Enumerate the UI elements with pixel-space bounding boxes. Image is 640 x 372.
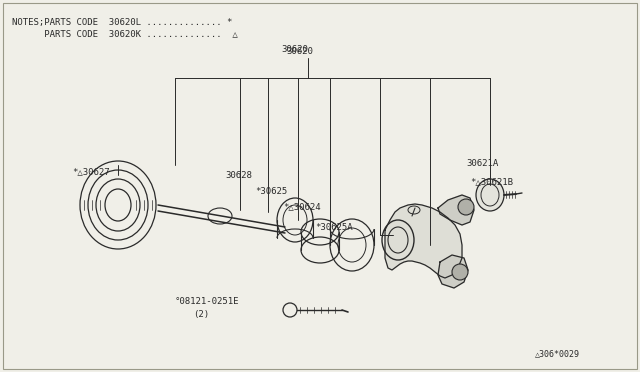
FancyBboxPatch shape <box>3 3 637 369</box>
Text: NOTES;PARTS CODE  30620L .............. *: NOTES;PARTS CODE 30620L .............. * <box>12 17 232 26</box>
Text: *△30627: *△30627 <box>72 167 109 176</box>
Text: △306*0029: △306*0029 <box>535 350 580 359</box>
Ellipse shape <box>452 264 468 280</box>
Ellipse shape <box>458 199 474 215</box>
Text: PARTS CODE  30620K ..............  △: PARTS CODE 30620K .............. △ <box>12 29 237 38</box>
Ellipse shape <box>476 179 504 211</box>
Text: °08121-0251E: °08121-0251E <box>175 298 239 307</box>
Polygon shape <box>438 195 474 225</box>
Text: 30620: 30620 <box>282 45 308 55</box>
Polygon shape <box>438 255 468 288</box>
Text: *△30624: *△30624 <box>283 202 321 212</box>
Text: 30628: 30628 <box>225 171 252 180</box>
Text: 30620: 30620 <box>287 48 314 57</box>
Text: *△30621B: *△30621B <box>470 177 513 186</box>
Text: *30625A: *30625A <box>315 224 353 232</box>
Text: *30625: *30625 <box>255 187 287 196</box>
Polygon shape <box>385 204 462 278</box>
Text: 30621A: 30621A <box>466 160 499 169</box>
Text: (2): (2) <box>193 311 209 320</box>
